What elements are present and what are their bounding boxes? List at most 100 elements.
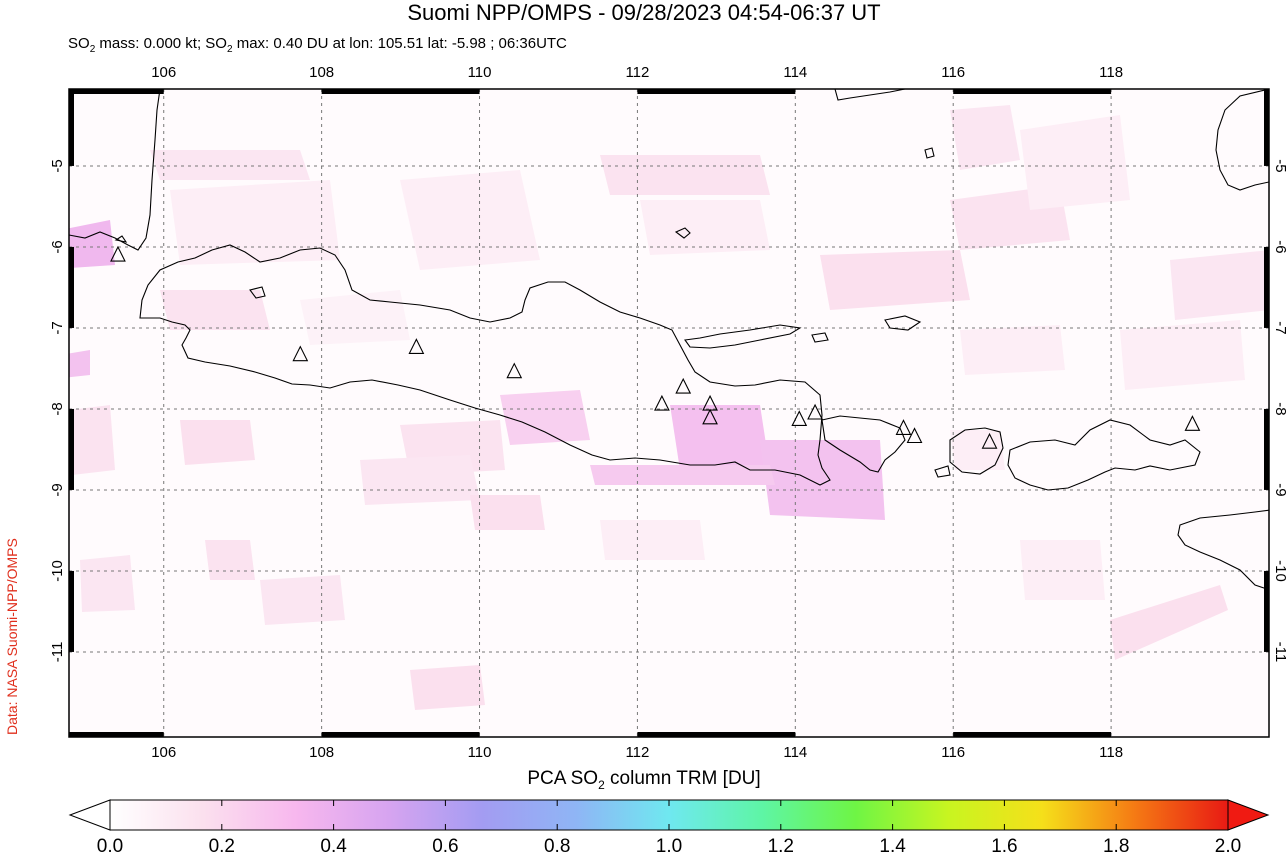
colorbar-high-arrow [1227,799,1270,831]
colorbar-tick-label: 0.0 [97,836,123,855]
colorbar-title-suffix: column TRM [DU] [604,768,761,789]
frame-bar-left [69,89,74,166]
lon-tick-label-bottom: 108 [309,744,334,761]
lon-tick-label-bottom: 106 [151,744,176,761]
island-kangean [884,315,922,331]
mass-prefix: SO [68,35,90,52]
frame-bar-right [1264,570,1269,652]
mass-text: mass: 0.000 kt; [95,35,206,52]
coastline-borneo [834,89,906,101]
lat-tick-label-left: -10 [49,560,66,582]
coastline-sumbawa [1007,419,1201,491]
volcano-triangle-icon [1184,415,1201,431]
volcano-triangle-icon [292,345,309,362]
frame-bar-right [1264,246,1269,328]
map-gridlines [69,89,1269,737]
volcano-markers [110,245,1201,449]
lon-tick-label-top: 114 [783,64,807,81]
volcano-triangle-icon [791,410,808,427]
lat-tick-label-right: -9 [1272,483,1288,496]
lon-tick-label-top: 110 [468,64,492,81]
island-bawean [249,286,266,299]
volcano-triangle-icon [506,362,523,379]
colorbar-tick-label: 1.0 [656,836,682,855]
colorbar-ticks: 0.0 0.2 0.4 0.6 0.8 1.0 1.2 1.4 1.6 1.8 2.0 [97,800,1241,855]
volcano-triangle-icon [807,403,823,420]
max-prefix: SO [205,35,227,52]
map-title: Suomi NPP/OMPS - 09/28/2023 04:54-06:37 … [407,0,881,25]
colorbar-tick-label: 1.8 [1103,836,1129,855]
lon-tick-label-bottom: 110 [468,744,492,761]
frame-bar-top [637,89,796,94]
colorbar-tick-label: 0.6 [432,836,458,855]
coastline-sumba [1177,509,1269,591]
lat-tick-label-right: -11 [1272,642,1288,663]
max-subscript: 2 [226,44,233,55]
frame-bar-top [953,89,1112,94]
frame-bar-left [69,246,74,328]
volcano-triangle-icon [408,338,425,354]
max-text: max: 0.40 DU at lon: 105.51 lat: -5.98 ;… [232,35,567,52]
colorbar-title: PCA SO2 column TRM [DU] [0,768,1288,792]
volcano-triangle-icon [654,394,670,411]
lat-tick-label-left: -8 [49,402,66,415]
frame-bar-bottom [321,732,480,737]
map-frame-scale-bars [69,89,1269,737]
lat-tick-label-left: -11 [49,642,66,663]
colorbar-title-subscript: 2 [598,777,605,792]
volcano-triangle-icon [895,419,912,435]
lat-tick-label-left: -9 [49,483,66,496]
island-masalembu [924,147,935,159]
island-karimunjawa [674,227,691,239]
coastline-madura [684,324,802,349]
lat-tick-label-right: -8 [1272,402,1288,415]
colorbar-tick-label: 2.0 [1215,836,1241,855]
coastline-java [139,244,831,486]
colorbar-tick-label: 0.8 [544,836,570,855]
frame-bar-left [69,408,74,490]
island-sapudi [811,332,829,343]
lat-tick-label-right: -5 [1272,159,1288,172]
colorbar-tick-label: 0.4 [320,836,347,855]
colorbar-tick-label: 1.4 [879,836,906,855]
frame-bar-right [1264,89,1269,166]
volcano-triangle-icon [110,245,126,262]
lon-tick-label-top: 118 [1099,64,1123,81]
lat-tick-label-right: -7 [1272,321,1288,334]
colorbar-tick-label: 1.2 [768,836,794,855]
so2-swath-pixels [69,105,1269,710]
island-nusa-penida [934,465,951,478]
volcano-triangle-icon [702,408,718,425]
frame-bar-top [69,89,164,94]
lon-tick-label-top: 106 [151,64,176,81]
coastline-sulawesi [1215,89,1269,191]
frame-bar-right [1264,408,1269,490]
volcano-triangle-icon [981,432,998,449]
lon-tick-label-top: 112 [625,64,649,81]
lon-tick-label-bottom: 112 [625,744,649,761]
lat-tick-label-right: -10 [1272,560,1288,582]
colorbar-tick-label: 1.6 [991,836,1017,855]
colorbar-title-prefix: PCA SO [527,768,599,789]
mass-subscript: 2 [89,44,96,55]
frame-bar-bottom [637,732,796,737]
lon-tick-label-top: 108 [309,64,334,81]
axis-tick-labels: 106 106 108 108 110 110 112 112 114 114 116 116 118 1… [49,64,1288,761]
lon-tick-label-bottom: 114 [783,744,807,761]
volcano-triangle-icon [906,427,923,444]
lon-tick-label-top: 116 [941,64,965,81]
island-thousand [114,235,128,243]
coastline-bali [821,415,906,473]
so2-summary: SO2 mass: 0.000 kt; SO2 max: 0.40 DU at … [68,35,567,59]
lat-tick-label-left: -7 [49,321,66,334]
coastlines [69,89,1269,591]
lat-tick-label-left: -6 [49,240,66,253]
frame-bar-bottom [953,732,1112,737]
lat-tick-label-right: -6 [1272,240,1288,253]
coastline-sumatra [69,89,161,251]
frame-bar-top [321,89,480,94]
volcano-triangle-icon [675,377,692,394]
lon-tick-label-bottom: 116 [941,744,965,761]
lon-tick-label-bottom: 118 [1099,744,1123,761]
